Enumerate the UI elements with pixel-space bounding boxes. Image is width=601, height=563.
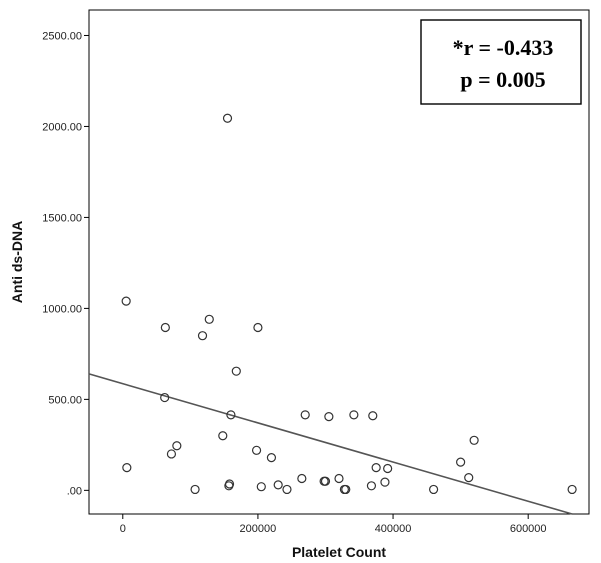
data-point xyxy=(428,484,439,495)
y-tick-label: .00 xyxy=(67,485,82,497)
x-axis: 0 200000 400000 600000 xyxy=(120,514,547,535)
data-point xyxy=(324,412,334,422)
data-point xyxy=(218,431,228,441)
data-point xyxy=(349,410,359,420)
y-tick-label: 2000.00 xyxy=(42,121,82,133)
data-point xyxy=(204,314,214,324)
data-point xyxy=(160,392,170,403)
data-point xyxy=(166,449,177,459)
data-point xyxy=(122,463,132,473)
data-point xyxy=(567,484,577,495)
x-tick-label: 600000 xyxy=(510,523,547,535)
y-tick-label: 500.00 xyxy=(48,394,82,406)
stat-annotation-box xyxy=(420,19,582,105)
y-tick-label: 1500.00 xyxy=(42,212,82,224)
data-point xyxy=(320,476,331,486)
data-point xyxy=(380,477,390,487)
data-point xyxy=(160,322,170,333)
stat-r-value: *r = -0.433 xyxy=(453,35,554,60)
data-point xyxy=(341,484,351,495)
data-point xyxy=(273,480,283,490)
data-point xyxy=(366,481,377,491)
data-point xyxy=(300,410,310,420)
data-point xyxy=(383,463,393,474)
data-point xyxy=(222,113,233,123)
stat-annotation: *r = -0.433 p = 0.005 xyxy=(420,19,582,105)
data-point xyxy=(456,457,466,467)
data-point xyxy=(197,331,208,341)
data-point xyxy=(190,484,200,495)
x-tick-label: 200000 xyxy=(240,523,277,535)
data-point xyxy=(172,441,182,451)
data-point xyxy=(464,473,474,483)
regression-line xyxy=(88,373,573,515)
x-tick-label: 0 xyxy=(120,523,126,535)
data-point xyxy=(371,463,381,473)
data-points xyxy=(121,113,577,495)
data-point xyxy=(256,482,266,492)
stat-p-value: p = 0.005 xyxy=(460,67,545,92)
data-point xyxy=(469,435,479,445)
y-axis: .00 500.00 1000.00 1500.00 2000.00 2500.00 xyxy=(42,30,89,497)
data-point xyxy=(368,411,378,421)
data-point xyxy=(334,473,344,484)
data-point xyxy=(121,296,131,306)
data-point xyxy=(253,322,263,333)
y-tick-label: 2500.00 xyxy=(42,30,82,42)
data-point xyxy=(297,473,307,484)
data-point xyxy=(231,366,241,376)
data-point xyxy=(282,484,292,495)
x-tick-label: 400000 xyxy=(375,523,412,535)
data-point xyxy=(266,452,277,463)
data-point xyxy=(226,410,236,420)
y-axis-title: Anti ds-DNA xyxy=(9,221,25,303)
x-axis-title: Platelet Count xyxy=(292,544,386,560)
data-point xyxy=(251,445,262,455)
data-point xyxy=(224,479,235,489)
y-tick-label: 1000.00 xyxy=(42,303,82,315)
